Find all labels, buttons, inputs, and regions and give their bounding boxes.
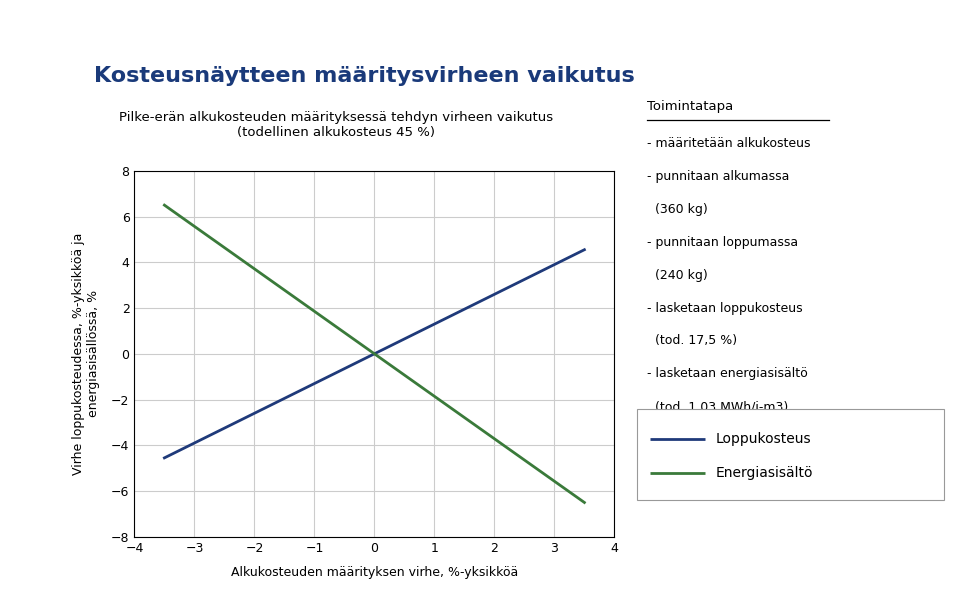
Text: (240 kg): (240 kg): [647, 268, 708, 282]
Text: - punnitaan loppumassa: - punnitaan loppumassa: [647, 235, 798, 249]
X-axis label: Alkukosteuden määrityksen virhe, %-yksikköä: Alkukosteuden määrityksen virhe, %-yksik…: [230, 565, 518, 579]
Text: (360 kg): (360 kg): [647, 203, 708, 216]
Text: Kosteusnäytteen määritysvirheen vaikutus: Kosteusnäytteen määritysvirheen vaikutus: [94, 66, 636, 86]
Text: (tod. 1,03 MWh/i-m3): (tod. 1,03 MWh/i-m3): [647, 400, 788, 414]
Text: - punnitaan alkumassa: - punnitaan alkumassa: [647, 170, 789, 183]
Text: Toimintatapa: Toimintatapa: [647, 100, 732, 113]
Text: Loppukosteus: Loppukosteus: [715, 432, 811, 446]
FancyBboxPatch shape: [636, 409, 944, 500]
Text: 7.12.2010: 7.12.2010: [678, 18, 733, 29]
Text: Pilke-erän alkukosteuden määrityksessä tehdyn virheen vaikutus
(todellinen alkuk: Pilke-erän alkukosteuden määrityksessä t…: [119, 111, 553, 139]
Text: - lasketaan energiasisältö: - lasketaan energiasisältö: [647, 367, 807, 381]
Text: (tod. 17,5 %): (tod. 17,5 %): [647, 334, 736, 348]
Text: Energiasisältö: Energiasisältö: [715, 466, 813, 479]
Text: 16: 16: [755, 17, 772, 30]
Text: - määritetään alkukosteus: - määritetään alkukosteus: [647, 137, 810, 150]
Y-axis label: Virhe loppukosteudessa, %-yksikköä ja
energiasisällössä, %: Virhe loppukosteudessa, %-yksikköä ja en…: [72, 232, 100, 475]
Text: - lasketaan loppukosteus: - lasketaan loppukosteus: [647, 301, 803, 315]
